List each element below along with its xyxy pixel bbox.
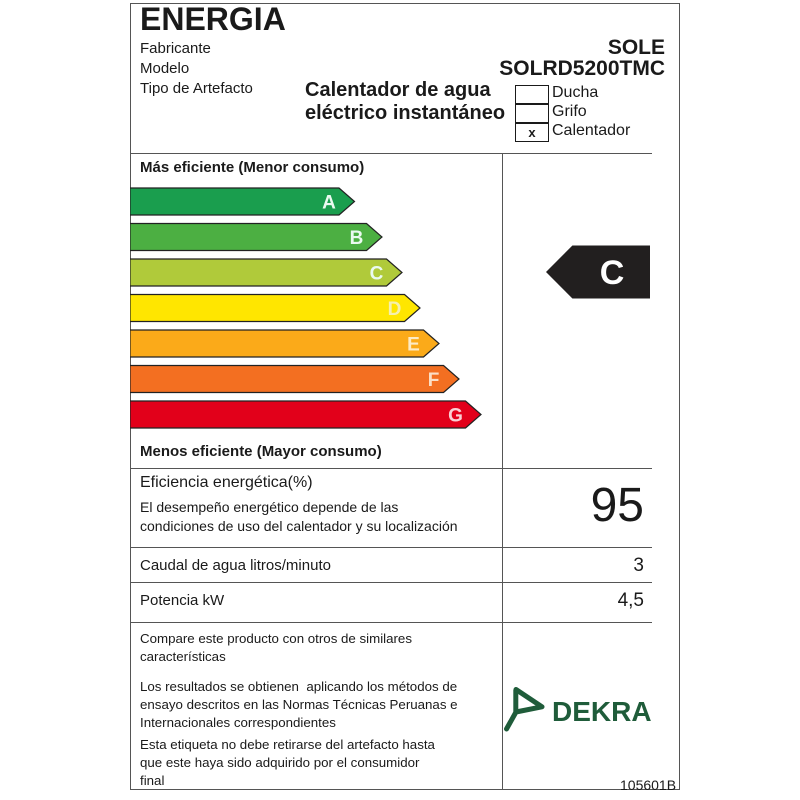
svg-text:A: A <box>322 193 336 214</box>
svg-text:B: B <box>350 228 364 249</box>
svg-text:C: C <box>600 254 625 292</box>
svg-text:D: D <box>388 299 402 320</box>
svg-text:E: E <box>407 335 420 356</box>
svg-text:G: G <box>448 406 463 427</box>
svg-text:C: C <box>370 264 384 285</box>
svg-text:F: F <box>428 370 440 391</box>
